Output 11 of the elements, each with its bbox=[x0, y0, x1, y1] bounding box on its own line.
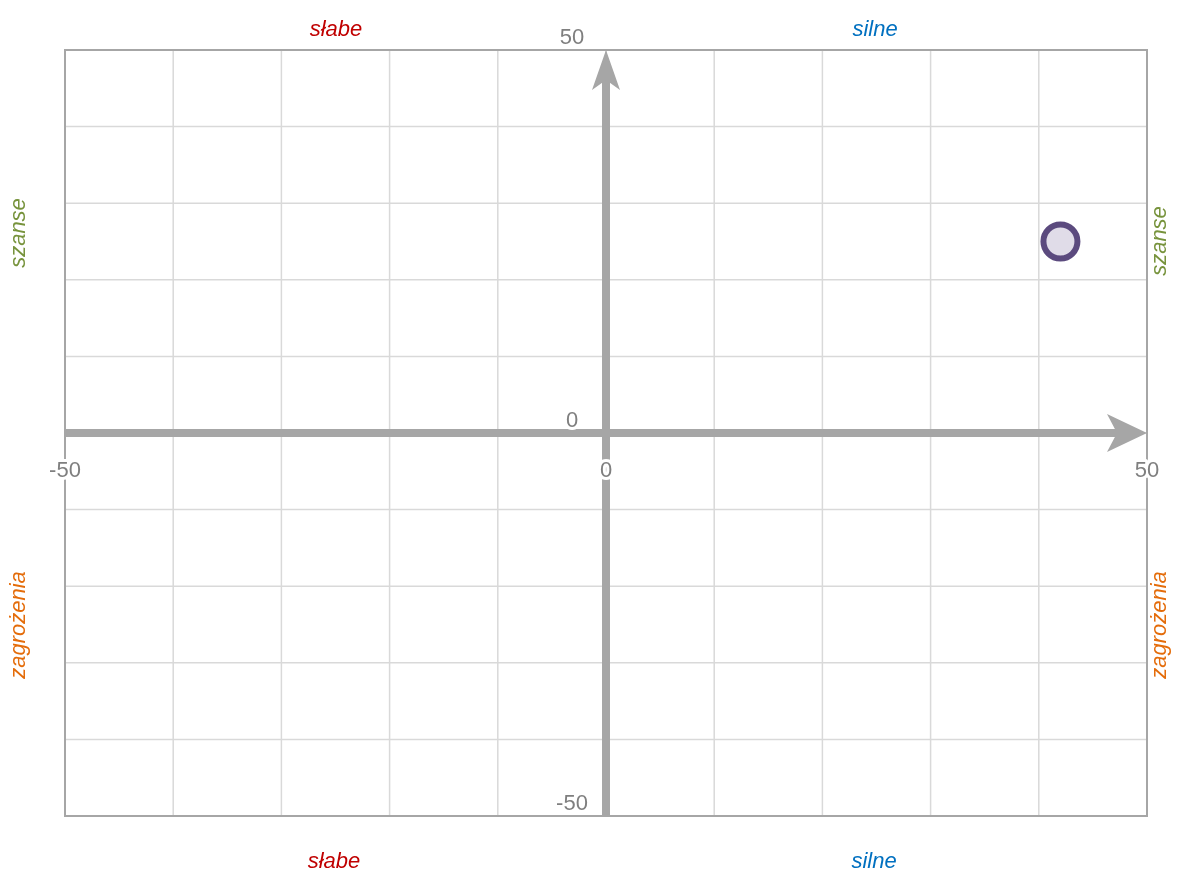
text: zagrożenia bbox=[5, 571, 30, 680]
text: silne bbox=[851, 848, 897, 872]
text: szanse bbox=[5, 198, 30, 268]
text: silne bbox=[852, 16, 898, 41]
y-tick-label: -50 bbox=[556, 790, 588, 815]
annotation: zagrożenia bbox=[1146, 571, 1171, 680]
text: słabe bbox=[309, 16, 363, 41]
annotation: szanse bbox=[1146, 206, 1171, 276]
y-tick-label: 50 bbox=[559, 24, 585, 49]
y-tick-label: 0 bbox=[565, 407, 579, 432]
text: słabe bbox=[307, 848, 361, 872]
